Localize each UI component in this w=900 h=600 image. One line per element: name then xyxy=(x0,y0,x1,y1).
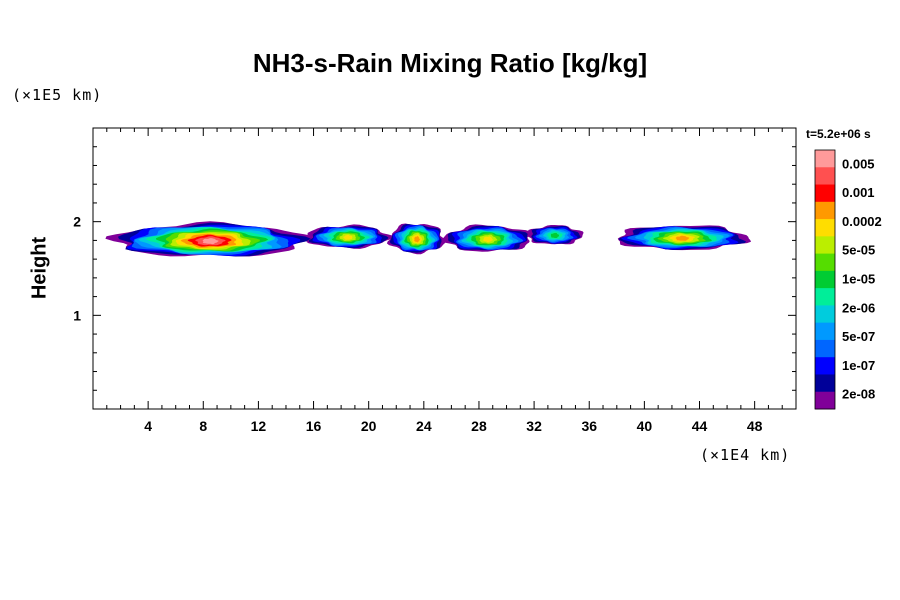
plot-frame xyxy=(92,127,797,410)
x-axis-unit: (×1E4 km) xyxy=(700,446,791,464)
contour-band xyxy=(202,238,219,245)
colorbar-label: 2e-08 xyxy=(842,387,875,402)
contour-band xyxy=(550,232,559,238)
x-tick-label: 12 xyxy=(251,418,267,434)
colorbar-swatch xyxy=(815,167,835,186)
x-tick-label: 36 xyxy=(581,418,597,434)
colorbar-swatch xyxy=(815,322,835,341)
x-tick-label: 48 xyxy=(747,418,763,434)
contour-band xyxy=(675,235,690,241)
x-tick-label: 28 xyxy=(471,418,487,434)
x-tick-label: 4 xyxy=(144,418,152,434)
colorbar-swatch xyxy=(815,288,835,306)
colorbar-swatch xyxy=(815,201,835,220)
colorbar-label: 2e-06 xyxy=(842,300,875,315)
colorbar-swatch xyxy=(815,184,835,203)
colorbar-swatch xyxy=(815,357,835,375)
colorbar-swatch xyxy=(815,150,835,168)
colorbar-label: 5e-07 xyxy=(842,329,875,344)
y-tick-label: 2 xyxy=(73,214,81,230)
colorbar-swatch xyxy=(815,236,835,255)
colorbar-label: 5e-05 xyxy=(842,243,875,258)
x-tick-label: 16 xyxy=(306,418,322,434)
y-axis-unit: (×1E5 km) xyxy=(12,86,103,104)
time-label: t=5.2e+06 s xyxy=(806,127,871,141)
x-tick-label: 32 xyxy=(526,418,542,434)
colorbar-swatch xyxy=(815,253,835,272)
colorbar-swatch xyxy=(815,305,835,324)
colorbar-swatch xyxy=(815,219,835,237)
x-tick-label: 20 xyxy=(361,418,377,434)
colorbar-frame xyxy=(814,149,836,410)
colorbar-swatch xyxy=(815,339,835,358)
colorbar-swatch xyxy=(815,270,835,289)
contour-band xyxy=(343,234,353,240)
x-tick-label: 24 xyxy=(416,418,432,434)
contour-band xyxy=(414,236,420,243)
colorbar-label: 0.001 xyxy=(842,185,875,200)
chart-title: NH3-s-Rain Mixing Ratio [kg/kg] xyxy=(252,48,648,78)
colorbar-label: 0.005 xyxy=(842,156,875,171)
colorbar-label: 1e-05 xyxy=(842,272,875,287)
contour-regions xyxy=(105,221,751,257)
colorbar: 0.005 0.001 0.0002 5e-05 1e-05 2e-06 5e-07 1e-0… xyxy=(814,149,882,410)
y-tick-label: 1 xyxy=(73,307,81,323)
x-tick-label: 44 xyxy=(692,418,708,434)
contour-band xyxy=(483,236,494,243)
colorbar-swatch xyxy=(815,374,835,393)
x-tick-label: 40 xyxy=(637,418,653,434)
colorbar-label: 1e-07 xyxy=(842,358,875,373)
colorbar-label: 0.0002 xyxy=(842,214,882,229)
colorbar-swatch xyxy=(815,391,835,410)
x-tick-label: 8 xyxy=(199,418,207,434)
